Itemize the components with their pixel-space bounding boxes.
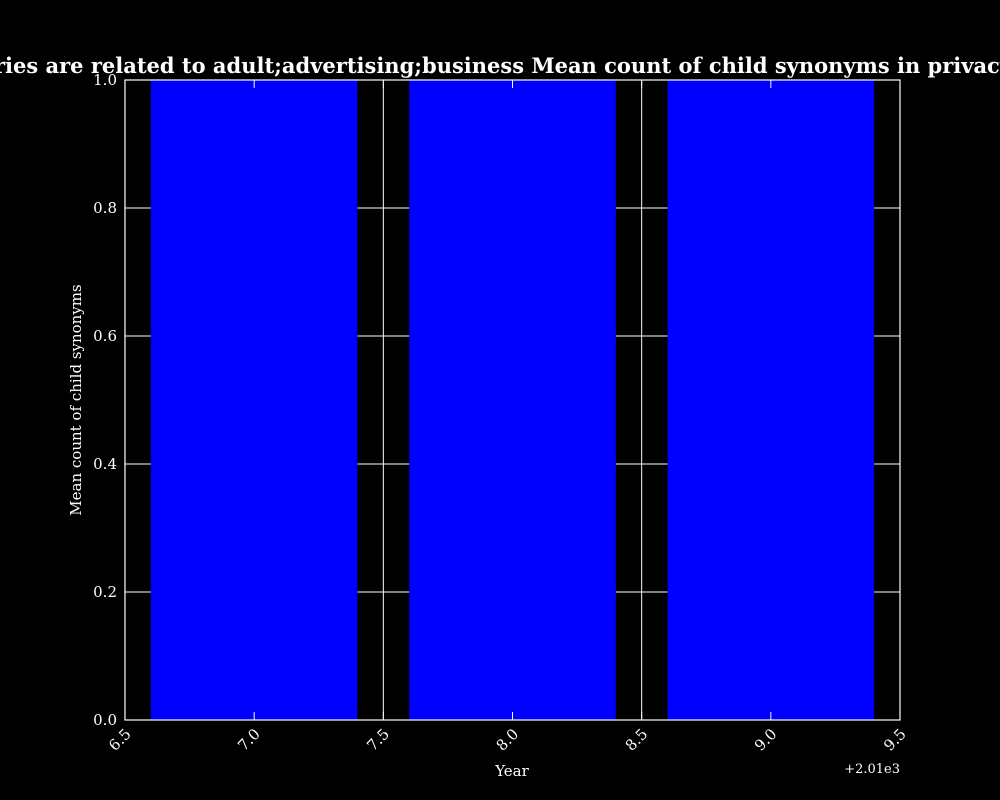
bar bbox=[409, 80, 616, 720]
y-tick-label: 1.0 bbox=[93, 71, 117, 89]
x-axis-offset-label: +2.01e3 bbox=[844, 762, 900, 777]
bars bbox=[150, 80, 875, 720]
y-tick-label: 0.2 bbox=[93, 583, 117, 601]
y-tick-label: 0.0 bbox=[93, 711, 117, 729]
x-axis-label: Year bbox=[494, 762, 529, 780]
y-axis-label: Mean count of child synonyms bbox=[67, 284, 85, 515]
y-tick-label: 0.8 bbox=[93, 199, 117, 217]
bar bbox=[150, 80, 358, 720]
tick-marks bbox=[124, 79, 901, 721]
bar bbox=[667, 80, 875, 720]
y-tick-label: 0.4 bbox=[93, 455, 117, 473]
y-tick-label: 0.6 bbox=[93, 327, 117, 345]
chart-title: en categories are related to adult;adver… bbox=[0, 53, 1000, 78]
y-tick-labels: 0.0 0.2 0.4 0.6 0.8 1.0 bbox=[93, 71, 117, 729]
